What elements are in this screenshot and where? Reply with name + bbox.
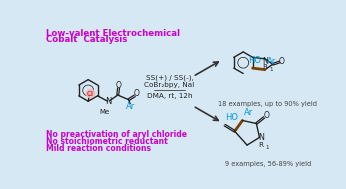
- Text: Ar: Ar: [126, 102, 135, 111]
- Text: Ar: Ar: [266, 57, 276, 67]
- Text: R: R: [263, 64, 267, 70]
- Text: Mild reaction conditions: Mild reaction conditions: [46, 144, 151, 153]
- Text: 1: 1: [265, 145, 268, 150]
- Text: Cl: Cl: [87, 91, 94, 97]
- Text: No preactivation of aryl chloride: No preactivation of aryl chloride: [46, 130, 186, 139]
- Text: Me: Me: [99, 109, 110, 115]
- Text: HO: HO: [225, 113, 238, 122]
- Text: Cobalt  Catalysis: Cobalt Catalysis: [46, 35, 127, 44]
- Text: N: N: [105, 98, 112, 106]
- Text: N: N: [258, 133, 264, 142]
- Text: Ar: Ar: [244, 108, 253, 117]
- Text: DMA, rt, 12h: DMA, rt, 12h: [147, 93, 192, 99]
- Circle shape: [86, 89, 95, 98]
- Text: O: O: [264, 111, 270, 120]
- Text: 9 examples, 56-89% yield: 9 examples, 56-89% yield: [225, 161, 311, 167]
- Text: 1: 1: [269, 67, 272, 72]
- Text: 18 examples, up to 90% yield: 18 examples, up to 90% yield: [219, 101, 318, 107]
- Text: R: R: [258, 142, 264, 148]
- Text: O: O: [134, 89, 139, 98]
- Text: Low-valent Electrochemical: Low-valent Electrochemical: [46, 29, 180, 38]
- Text: CoBr₂bpy, NaI: CoBr₂bpy, NaI: [144, 82, 195, 88]
- Text: O: O: [279, 57, 285, 67]
- Text: O: O: [116, 81, 121, 90]
- Text: HO: HO: [248, 56, 261, 65]
- Text: No stoichiometric reductant: No stoichiometric reductant: [46, 137, 167, 146]
- Text: SS(+) / SS(-),: SS(+) / SS(-),: [146, 75, 193, 81]
- Text: N: N: [262, 57, 268, 66]
